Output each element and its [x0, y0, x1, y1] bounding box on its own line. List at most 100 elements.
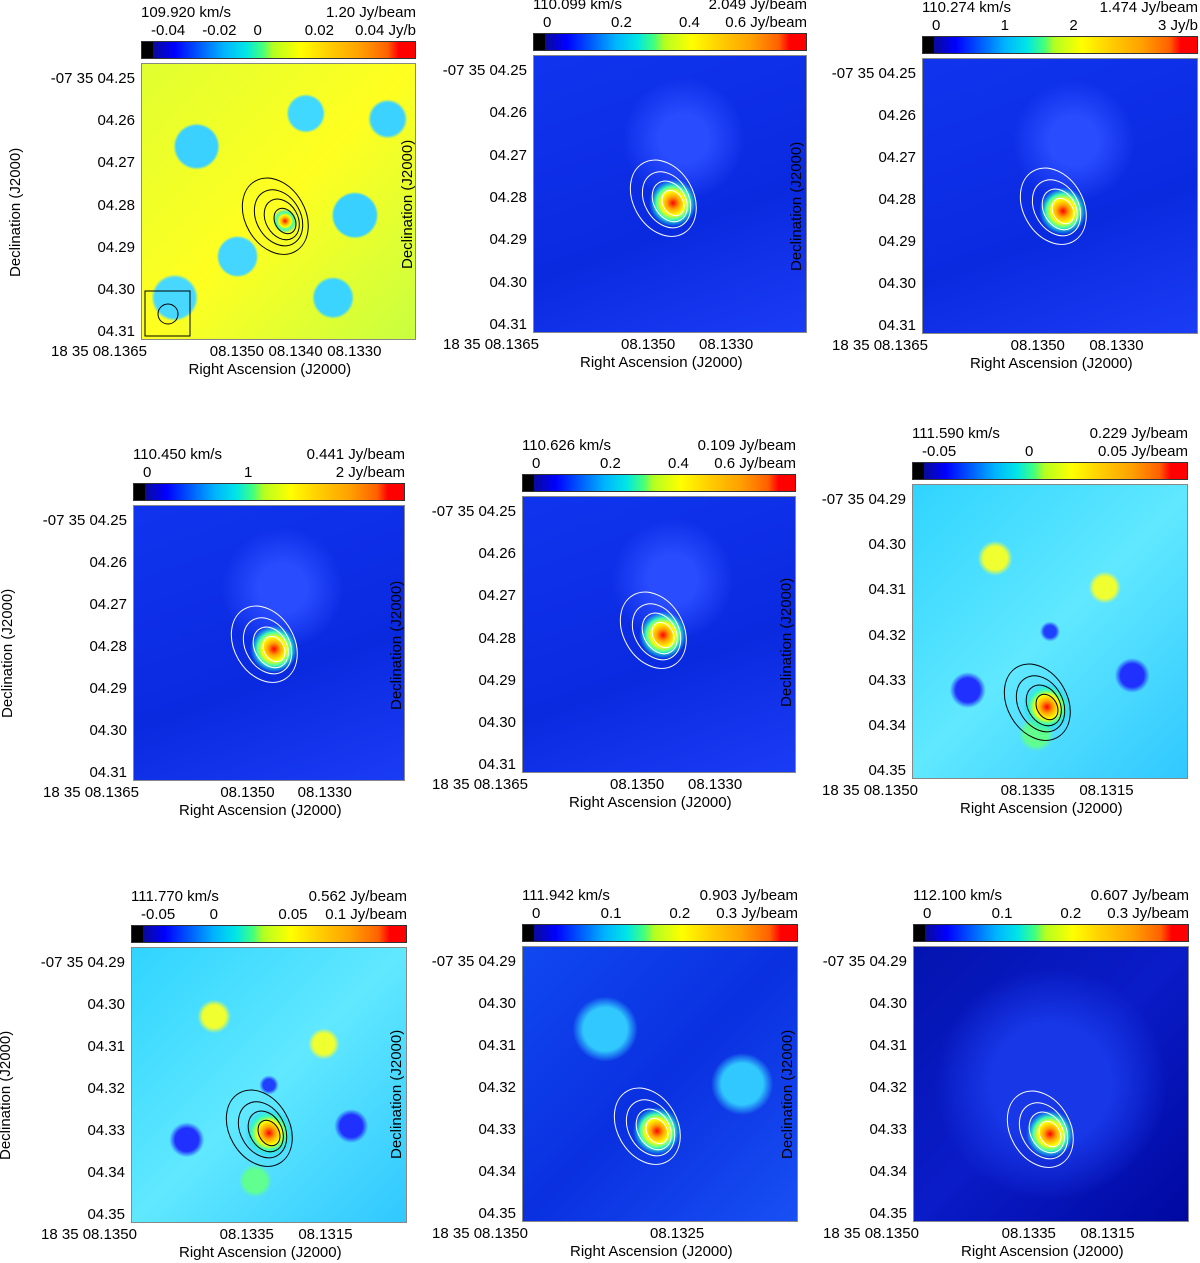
colorbar [913, 924, 1189, 942]
emission-peak [1026, 1110, 1074, 1158]
x-axis-title: Right Ascension (J2000) [960, 800, 1123, 817]
map-overlay [144, 177, 309, 337]
x-axis-title: Right Ascension (J2000) [570, 1243, 733, 1260]
contour-line [1015, 675, 1066, 733]
velocity-label: 110.274 km/s [922, 0, 1011, 16]
contour-line [1031, 179, 1082, 237]
dec-tick-label: 04.29 [878, 233, 916, 250]
y-axis-title: Declination (J2000) [779, 1029, 796, 1159]
contour-line [262, 635, 286, 663]
peak-flux-label: 0.562 Jy/beam [308, 888, 407, 905]
contour-line [635, 1108, 672, 1151]
dec-tick-label: 04.27 [89, 596, 127, 613]
colorbar [522, 924, 798, 942]
colorbar-tick-label: 2 [1069, 17, 1078, 34]
ra-tick-label: 18 35 08.1350 [822, 782, 918, 799]
dec-tick-label: 04.28 [89, 638, 127, 655]
dec-tick-label: 04.31 [87, 1038, 125, 1055]
beam-box [144, 290, 191, 337]
y-axis-title: Declination (J2000) [0, 588, 16, 718]
dec-tick-label: 04.30 [478, 713, 516, 731]
dec-tick-label: -07 35 04.25 [431, 503, 516, 520]
colorbar-tick-label: 0 [532, 905, 541, 922]
contour-line [225, 1089, 293, 1167]
colorbar-tick-label: -0.05 [922, 443, 957, 460]
contour-line [237, 1101, 288, 1159]
emission-peak [245, 1109, 293, 1157]
colorbar-tick-label: -0.02 [202, 22, 237, 39]
ra-tick-label: 08.1330 [327, 343, 382, 360]
colorbar-tick-label: 3 Jy/b [1157, 17, 1198, 34]
map-overlay [1006, 1090, 1074, 1168]
contour-line [257, 1119, 281, 1147]
dec-tick-label: 04.34 [868, 716, 906, 734]
ra-tick-label: 08.1315 [1079, 782, 1134, 799]
velocity-label: 109.920 km/s [141, 4, 232, 21]
peak-flux-label: 0.229 Jy/beam [1089, 425, 1188, 442]
dec-tick-label: 04.29 [97, 238, 135, 256]
contour-line [263, 198, 300, 241]
dec-tick-label: 04.34 [87, 1164, 125, 1181]
colorbar [912, 462, 1188, 480]
colorbar [522, 474, 796, 492]
dec-tick-label: 04.31 [478, 756, 516, 773]
peak-flux-label: 0.109 Jy/beam [697, 437, 796, 454]
dec-tick-label: 04.32 [87, 1080, 125, 1097]
contour-line [1018, 1102, 1069, 1160]
dec-tick-label: 04.30 [97, 280, 135, 298]
dec-tick-label: 04.30 [478, 995, 516, 1012]
y-axis-title: Declination (J2000) [0, 1030, 14, 1160]
intensity-map [522, 496, 796, 773]
colorbar-tick-label: 1 [1000, 17, 1009, 34]
ra-tick-label: 08.1350 [1010, 337, 1065, 354]
colorbar-tick-label: 2 Jy/beam [335, 464, 405, 481]
emission-peak [633, 1107, 681, 1155]
dec-tick-label: 04.33 [868, 671, 906, 689]
contour-line [661, 189, 685, 217]
colorbar [533, 33, 807, 51]
dec-tick-label: -07 35 04.25 [50, 70, 135, 87]
contour-line [252, 626, 289, 669]
ra-tick-label: 08.1315 [298, 1226, 353, 1243]
colorbar-tick-label: 0.04 Jy/b [355, 22, 416, 39]
velocity-label: 111.942 km/s [522, 887, 610, 904]
ra-tick-label: 18 35 08.1365 [43, 784, 139, 801]
map-overlay [225, 1089, 293, 1167]
dec-tick-label: 04.32 [868, 626, 906, 644]
ra-tick-label: 18 35 08.1350 [41, 1226, 137, 1243]
dec-tick-label: -07 35 04.29 [431, 953, 516, 970]
emission-peak [649, 179, 697, 227]
colorbar-tick-label: 0 [923, 905, 932, 922]
velocity-label: 111.770 km/s [131, 888, 219, 905]
velocity-label: 110.099 km/s [533, 0, 622, 13]
dec-tick-label: 04.35 [869, 1205, 907, 1222]
contour-line [651, 621, 675, 649]
emission-peak [273, 209, 297, 233]
x-axis-title: Right Ascension (J2000) [569, 794, 732, 811]
y-axis-title: Declination (J2000) [7, 147, 24, 277]
emission-peak [1039, 187, 1087, 235]
colorbar-tick-label: 0.05 [278, 906, 308, 923]
dec-tick-label: 04.29 [489, 231, 527, 249]
colorbar-tick-label: 0.3 Jy/beam [1107, 905, 1189, 922]
dec-tick-label: 04.33 [869, 1121, 907, 1138]
dec-tick-label: 04.34 [478, 1163, 516, 1180]
x-axis-title: Right Ascension (J2000) [179, 1244, 342, 1261]
velocity-label: 111.590 km/s [912, 425, 1000, 442]
contour-line [1006, 1090, 1074, 1168]
peak-flux-label: 0.607 Jy/beam [1090, 887, 1189, 904]
intensity-map [913, 946, 1189, 1222]
contour-line [641, 612, 678, 655]
ra-tick-label: 08.1335 [219, 1226, 274, 1243]
contour-line [247, 1110, 284, 1153]
contour-line [1003, 663, 1071, 741]
dec-tick-label: 04.26 [478, 545, 516, 563]
dec-tick-label: 04.35 [478, 1205, 516, 1222]
contour-line [631, 603, 682, 661]
ra-tick-label: 18 35 08.1365 [51, 343, 147, 360]
contour-line [1038, 1120, 1062, 1148]
dec-tick-label: 04.31 [89, 764, 127, 781]
contour-line [1019, 167, 1087, 245]
dec-tick-label: 04.26 [878, 107, 916, 124]
colorbar-tick-label: 0 [932, 17, 941, 34]
